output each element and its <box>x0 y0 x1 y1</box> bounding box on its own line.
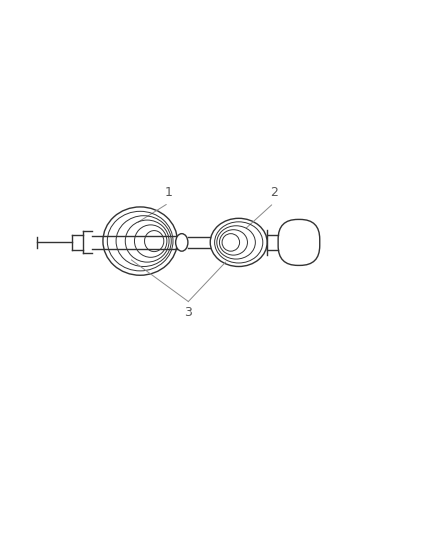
Text: 3: 3 <box>184 306 192 319</box>
Ellipse shape <box>176 233 188 251</box>
Text: 1: 1 <box>165 187 173 199</box>
Text: 2: 2 <box>270 187 278 199</box>
Ellipse shape <box>210 219 267 266</box>
FancyBboxPatch shape <box>278 220 320 265</box>
Ellipse shape <box>103 207 177 275</box>
